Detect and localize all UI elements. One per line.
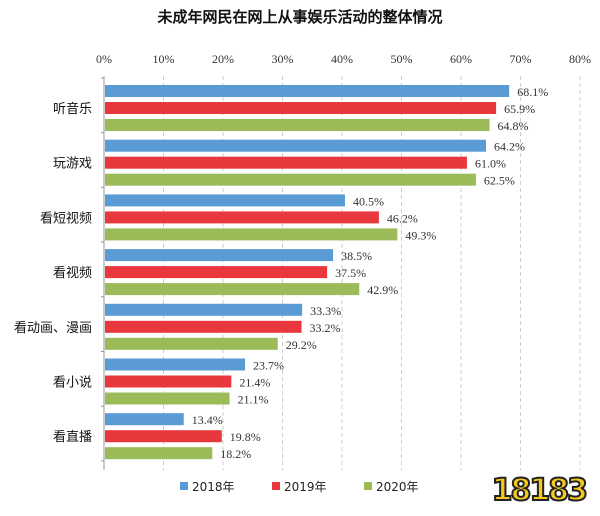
bar-2020年: [105, 228, 398, 241]
x-tick-label: 20%: [212, 52, 234, 66]
data-label: 19.8%: [230, 430, 261, 444]
bar-2019年: [105, 266, 328, 279]
legend-swatch: [272, 482, 280, 490]
data-label: 65.9%: [504, 102, 535, 116]
legend-swatch: [364, 482, 372, 490]
x-tick-label: 70%: [510, 52, 532, 66]
data-label: 64.2%: [494, 140, 525, 154]
data-label: 62.5%: [484, 174, 515, 188]
data-label: 37.5%: [335, 266, 366, 280]
bar-2019年: [105, 102, 497, 114]
bar-2018年: [105, 413, 184, 426]
bar-2019年: [105, 211, 379, 224]
data-label: 42.9%: [367, 283, 398, 297]
legend-label: 2020年: [376, 480, 419, 494]
data-label: 18.2%: [220, 447, 251, 461]
bar-2020年: [105, 119, 490, 131]
data-label: 23.7%: [253, 359, 284, 373]
data-label: 33.3%: [310, 304, 341, 318]
x-tick-label: 30%: [272, 52, 294, 66]
bar-2018年: [105, 303, 303, 316]
bar-2019年: [105, 430, 222, 443]
x-tick-label: 0%: [96, 52, 112, 66]
x-tick-label: 10%: [153, 52, 175, 66]
legend-swatch: [180, 482, 188, 490]
bar-2020年: [105, 392, 230, 405]
data-label: 68.1%: [517, 85, 548, 99]
bar-2018年: [105, 358, 246, 371]
category-label: 看动画、漫画: [14, 320, 92, 336]
x-tick-label: 50%: [391, 52, 413, 66]
data-label: 21.4%: [239, 376, 270, 390]
bar-2019年: [105, 156, 467, 169]
bar-2020年: [105, 447, 213, 460]
bar-2018年: [105, 249, 334, 262]
bar-2019年: [105, 375, 232, 388]
data-label: 13.4%: [192, 413, 223, 427]
bar-2020年: [105, 337, 278, 350]
data-label: 29.2%: [286, 338, 317, 352]
category-label: 玩游戏: [53, 157, 92, 172]
bar-2019年: [105, 320, 302, 333]
data-label: 64.8%: [498, 119, 529, 133]
x-tick-label: 60%: [450, 52, 472, 66]
bar-2020年: [105, 173, 476, 186]
bar-2020年: [105, 283, 360, 296]
data-label: 40.5%: [353, 194, 384, 208]
bar-2018年: [105, 194, 345, 207]
x-tick-label: 40%: [331, 52, 353, 66]
data-label: 38.5%: [341, 249, 372, 263]
bar-2018年: [105, 139, 486, 152]
data-label: 21.1%: [238, 393, 269, 407]
chart-title: 未成年网民在网上从事娱乐活动的整体情况: [157, 8, 443, 26]
category-label: 看视频: [53, 265, 92, 281]
category-label: 看直播: [53, 429, 92, 445]
category-label: 听音乐: [53, 101, 92, 117]
data-label: 49.3%: [405, 228, 436, 242]
category-label: 看短视频: [40, 210, 92, 226]
legend-label: 2018年: [192, 480, 235, 494]
data-label: 33.2%: [310, 321, 341, 335]
site-logo: 18183: [491, 472, 589, 509]
data-label: 61.0%: [475, 157, 506, 171]
legend-label: 2019年: [284, 480, 327, 494]
data-label: 46.2%: [387, 211, 418, 225]
x-tick-label: 80%: [569, 52, 591, 66]
bar-2018年: [105, 85, 510, 97]
category-label: 看小说: [53, 375, 92, 391]
